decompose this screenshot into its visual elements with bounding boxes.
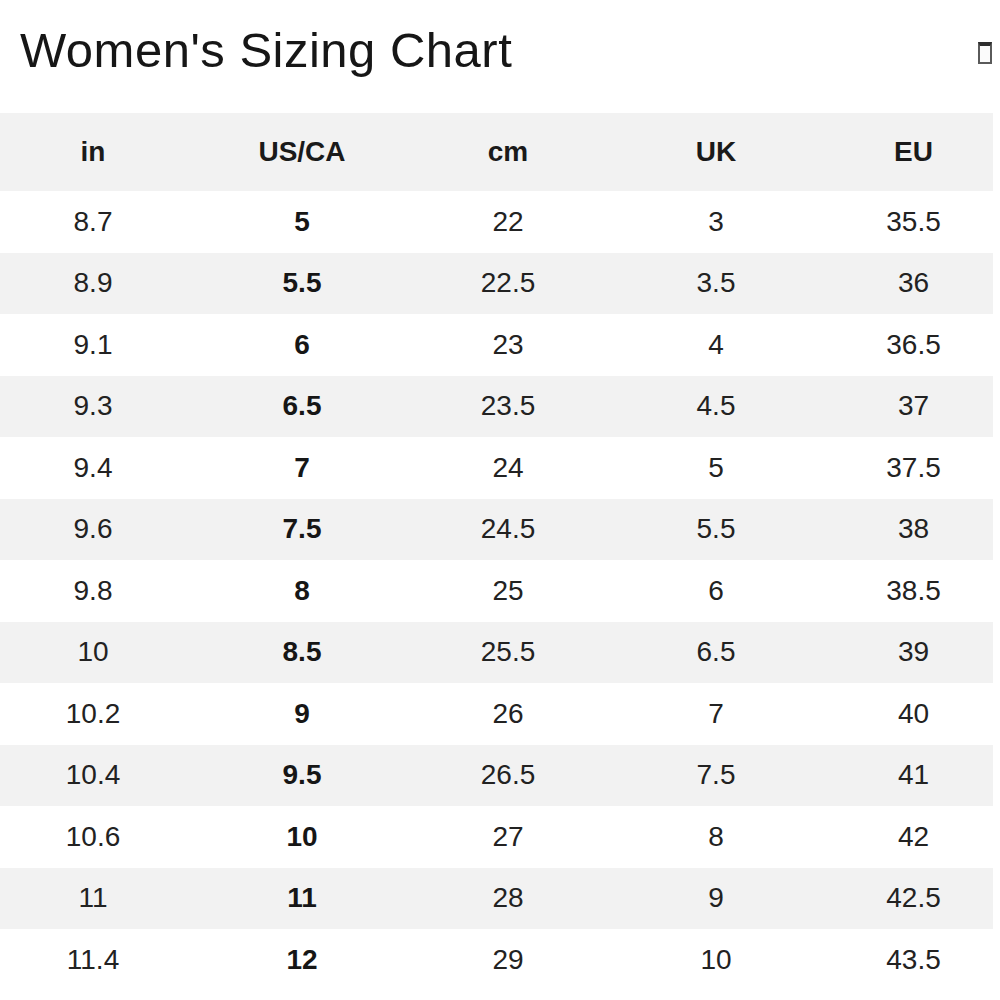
cell: 3.5 bbox=[598, 253, 834, 315]
cell: 22.5 bbox=[418, 253, 598, 315]
table-row: 9.36.523.54.537 bbox=[0, 376, 993, 438]
cell: 8 bbox=[186, 560, 418, 622]
cell: 10 bbox=[186, 806, 418, 868]
table-header-row: in US/CA cm UK EU bbox=[0, 113, 993, 191]
cell: 36.5 bbox=[834, 314, 993, 376]
cell: 29 bbox=[418, 929, 598, 991]
cell: 3 bbox=[598, 191, 834, 253]
cell: 26.5 bbox=[418, 745, 598, 807]
table-row: 9.67.524.55.538 bbox=[0, 499, 993, 561]
cell: 24 bbox=[418, 437, 598, 499]
cell: 9.3 bbox=[0, 376, 186, 438]
table-row: 9.4724537.5 bbox=[0, 437, 993, 499]
sizing-table: in US/CA cm UK EU 8.7522335.58.95.522.53… bbox=[0, 113, 993, 991]
cell: 37 bbox=[834, 376, 993, 438]
cell: 8.5 bbox=[186, 622, 418, 684]
cell: 25.5 bbox=[418, 622, 598, 684]
cell: 10 bbox=[598, 929, 834, 991]
cell: 11 bbox=[0, 868, 186, 930]
page-title: Women's Sizing Chart bbox=[20, 22, 512, 78]
cell: 5 bbox=[186, 191, 418, 253]
cell: 9.6 bbox=[0, 499, 186, 561]
cell: 43.5 bbox=[834, 929, 993, 991]
cell: 7 bbox=[598, 683, 834, 745]
cell: 37.5 bbox=[834, 437, 993, 499]
col-header-cm: cm bbox=[418, 113, 598, 191]
col-header-eu: EU bbox=[834, 113, 993, 191]
cell: 23.5 bbox=[418, 376, 598, 438]
cell: 26 bbox=[418, 683, 598, 745]
col-header-in: in bbox=[0, 113, 186, 191]
cell: 7.5 bbox=[186, 499, 418, 561]
cell: 35.5 bbox=[834, 191, 993, 253]
table-row: 11.412291043.5 bbox=[0, 929, 993, 991]
cell: 23 bbox=[418, 314, 598, 376]
cell: 9 bbox=[598, 868, 834, 930]
cell: 36 bbox=[834, 253, 993, 315]
cell: 40 bbox=[834, 683, 993, 745]
cell: 4 bbox=[598, 314, 834, 376]
cell: 9 bbox=[186, 683, 418, 745]
cell: 7 bbox=[186, 437, 418, 499]
cell: 8.9 bbox=[0, 253, 186, 315]
cell: 6.5 bbox=[186, 376, 418, 438]
cell: 42 bbox=[834, 806, 993, 868]
cell: 5.5 bbox=[186, 253, 418, 315]
cell: 39 bbox=[834, 622, 993, 684]
col-header-uk: UK bbox=[598, 113, 834, 191]
cell: 38 bbox=[834, 499, 993, 561]
cell: 28 bbox=[418, 868, 598, 930]
cell: 4.5 bbox=[598, 376, 834, 438]
cell: 5.5 bbox=[598, 499, 834, 561]
cell: 10 bbox=[0, 622, 186, 684]
cell: 9.8 bbox=[0, 560, 186, 622]
table-row: 8.95.522.53.536 bbox=[0, 253, 993, 315]
cell: 24.5 bbox=[418, 499, 598, 561]
table-row: 10.2926740 bbox=[0, 683, 993, 745]
cell: 38.5 bbox=[834, 560, 993, 622]
col-header-usca: US/CA bbox=[186, 113, 418, 191]
cell: 6 bbox=[186, 314, 418, 376]
table-row: 10.49.526.57.541 bbox=[0, 745, 993, 807]
cell: 6 bbox=[598, 560, 834, 622]
cell: 11 bbox=[186, 868, 418, 930]
cell: 8.7 bbox=[0, 191, 186, 253]
cell: 5 bbox=[598, 437, 834, 499]
table-row: 111128942.5 bbox=[0, 868, 993, 930]
cell: 42.5 bbox=[834, 868, 993, 930]
table-row: 9.8825638.5 bbox=[0, 560, 993, 622]
cell: 22 bbox=[418, 191, 598, 253]
cell: 9.1 bbox=[0, 314, 186, 376]
cell: 25 bbox=[418, 560, 598, 622]
page-header: Women's Sizing Chart bbox=[0, 0, 1000, 113]
table-row: 9.1623436.5 bbox=[0, 314, 993, 376]
cell: 8 bbox=[598, 806, 834, 868]
cell: 41 bbox=[834, 745, 993, 807]
unknown-glyph-icon[interactable] bbox=[978, 42, 992, 64]
cell: 11.4 bbox=[0, 929, 186, 991]
cell: 9.5 bbox=[186, 745, 418, 807]
table-row: 10.61027842 bbox=[0, 806, 993, 868]
cell: 6.5 bbox=[598, 622, 834, 684]
cell: 7.5 bbox=[598, 745, 834, 807]
cell: 10.4 bbox=[0, 745, 186, 807]
cell: 9.4 bbox=[0, 437, 186, 499]
cell: 10.2 bbox=[0, 683, 186, 745]
cell: 10.6 bbox=[0, 806, 186, 868]
cell: 12 bbox=[186, 929, 418, 991]
table-row: 8.7522335.5 bbox=[0, 191, 993, 253]
cell: 27 bbox=[418, 806, 598, 868]
table-row: 108.525.56.539 bbox=[0, 622, 993, 684]
